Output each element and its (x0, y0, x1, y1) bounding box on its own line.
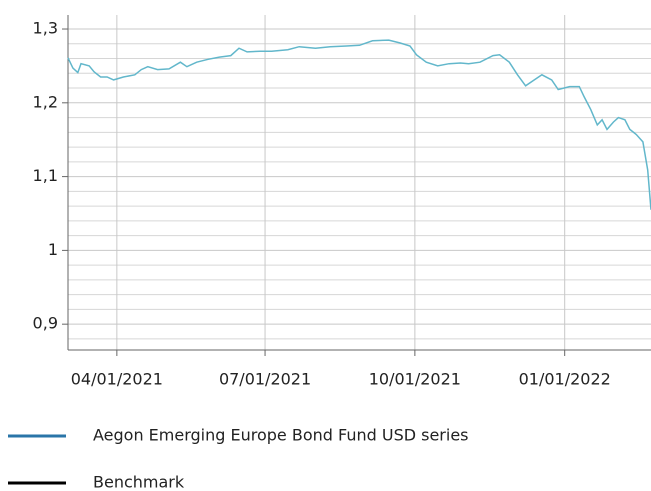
series-line (67, 39, 651, 210)
x-tick-label: 04/01/2021 (71, 370, 163, 389)
y-tick-label: 0,9 (33, 314, 58, 333)
y-tick-label: 1,1 (33, 166, 58, 185)
x-tick-label: 07/01/2021 (219, 370, 311, 389)
y-tick-label: 1 (48, 240, 58, 259)
x-tick-label: 10/01/2021 (369, 370, 461, 389)
legend-label: Aegon Emerging Europe Bond Fund USD seri… (93, 426, 469, 445)
legend-label: Benchmark (93, 473, 185, 491)
x-tick-label: 01/01/2022 (519, 370, 611, 389)
y-tick-label: 1,2 (33, 92, 58, 111)
y-tick-label: 1,3 (33, 19, 58, 38)
